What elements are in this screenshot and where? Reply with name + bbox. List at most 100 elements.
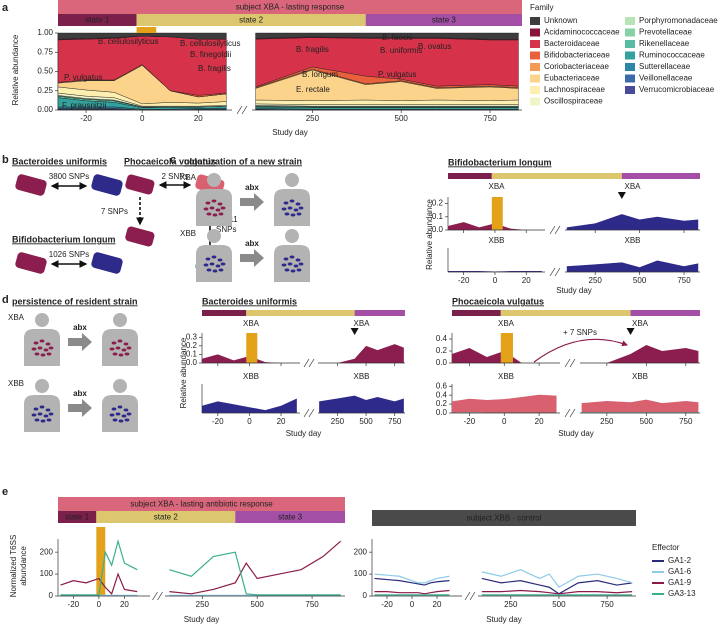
strain — [15, 252, 47, 274]
x-tick-label: 500 — [359, 417, 373, 426]
bacterium — [289, 199, 295, 203]
bacterium — [43, 414, 49, 418]
bacterium — [31, 413, 37, 417]
axis-break — [152, 591, 158, 601]
chart-title: Bacteroides uniformis — [202, 296, 297, 306]
person-head — [35, 379, 49, 393]
y-tick-label: 0.0 — [432, 225, 444, 234]
strain — [125, 174, 155, 195]
axis-break — [157, 591, 163, 601]
bacterium — [283, 201, 289, 205]
legend-label: Prevotellaceae — [639, 28, 692, 37]
axis-break — [554, 267, 561, 277]
state-label: state 2 — [239, 16, 264, 25]
x-tick-label: 20 — [535, 417, 544, 426]
legend-swatch — [530, 63, 540, 71]
state-bar — [621, 173, 700, 179]
x-tick-label: -20 — [80, 114, 92, 123]
abx-label: abx — [73, 323, 87, 332]
chart-title: Phocaeicola vulgatus — [452, 296, 544, 306]
x-axis-label: Study day — [286, 429, 322, 438]
row-label: XBA — [180, 173, 197, 182]
axis-break — [554, 225, 561, 235]
legend-label: Bacteroidaceae — [544, 39, 600, 48]
person-head — [285, 173, 299, 187]
state-label: state 3 — [278, 513, 303, 522]
bacterium — [45, 408, 51, 412]
y-tick-label: 0.75 — [37, 47, 53, 56]
x-tick-label: 250 — [589, 276, 603, 285]
area — [452, 394, 557, 413]
bacterium — [115, 346, 121, 350]
legend-swatch — [625, 17, 635, 25]
bacterium — [212, 213, 218, 217]
y-tick-label: 0.4 — [436, 390, 448, 399]
bacterium — [295, 258, 301, 262]
bacterium — [111, 341, 117, 345]
bacterium — [31, 347, 37, 351]
legend-swatch — [625, 51, 635, 60]
state-bar — [365, 14, 522, 26]
abx-arrow — [68, 399, 92, 417]
bacterium — [48, 346, 54, 350]
bacterium — [293, 208, 299, 212]
bacterium — [123, 342, 129, 346]
bacterium — [126, 346, 132, 350]
subplot-label: XBB — [243, 372, 259, 381]
annotation: B. ovatus — [418, 42, 451, 51]
strain — [91, 174, 123, 196]
annotation: B. fragilis — [198, 64, 231, 73]
state-bar — [202, 310, 247, 316]
subplot-label: XBA — [488, 182, 505, 191]
bacterium — [118, 419, 124, 423]
x-tick-label: 20 — [277, 417, 286, 426]
x-tick-label: 500 — [395, 114, 409, 123]
bacterium — [121, 414, 127, 418]
bacterium — [289, 255, 295, 259]
state-bar — [96, 511, 236, 523]
legend-label: GA1-9 — [668, 578, 692, 587]
bacterium — [117, 339, 123, 343]
legend-swatch — [625, 28, 635, 37]
bacterium — [206, 212, 212, 216]
legend-label: GA3-13 — [668, 589, 696, 598]
subplot-label: XBA — [243, 319, 260, 328]
legend-label: Ruminococcaceae — [639, 51, 705, 60]
x-tick-label: 0 — [140, 114, 145, 123]
panel-label: e — [2, 486, 8, 498]
antibiotic-marker — [246, 333, 258, 363]
bacterium — [109, 347, 115, 351]
strain-marker — [617, 192, 626, 199]
axis-break — [569, 408, 576, 418]
bacterium — [121, 348, 127, 352]
legend-label: Coriobacteriaceae — [544, 62, 609, 71]
legend-label: Veillonellaceae — [639, 74, 693, 83]
axis-break — [569, 358, 576, 368]
state-bar — [58, 14, 137, 26]
panel-label: d — [2, 294, 9, 306]
snp-label: 1026 SNPs — [49, 250, 89, 259]
effector-line — [169, 551, 341, 596]
bacterium — [205, 257, 211, 261]
x-axis-label: Study day — [486, 615, 522, 624]
y-tick-label: 0.6 — [436, 381, 448, 390]
x-tick-label: 750 — [483, 114, 497, 123]
x-tick-label: -20 — [381, 600, 393, 609]
y-tick-label: 0.3 — [186, 332, 198, 341]
x-tick-label: 20 — [522, 276, 531, 285]
x-tick-label: -20 — [212, 417, 224, 426]
bacterium — [46, 352, 52, 356]
bacterium — [298, 262, 304, 266]
bacterium — [209, 262, 215, 266]
x-tick-label: 250 — [306, 114, 320, 123]
title: subject XBB - control — [467, 514, 542, 523]
row-label: XBA — [8, 313, 25, 322]
bacterium — [287, 206, 293, 210]
species-title: Phocaeicola vulgatus — [124, 156, 216, 166]
row-label: XBB — [180, 229, 196, 238]
person-head — [113, 379, 127, 393]
x-tick-label: 250 — [600, 417, 614, 426]
legend-swatch — [530, 74, 540, 83]
area — [581, 345, 699, 363]
person-head — [285, 229, 299, 243]
